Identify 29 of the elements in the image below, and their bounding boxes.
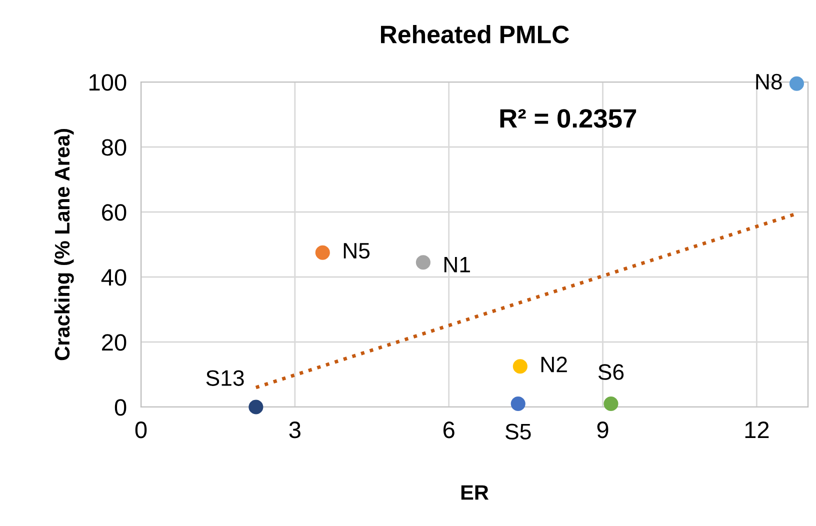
y-tick-label: 100 bbox=[90, 74, 126, 91]
y-tick-label: 40 bbox=[101, 269, 126, 286]
annotation: R² = 0.2357 bbox=[500, 109, 636, 128]
y-axis-title: Cracking (% Lane Area) bbox=[54, 128, 74, 360]
x-tick-label: 6 bbox=[443, 422, 454, 438]
point bbox=[248, 400, 264, 414]
x-tick-label: 0 bbox=[135, 422, 147, 438]
x-tick-label: 3 bbox=[289, 422, 300, 438]
series-label: N2 bbox=[541, 356, 567, 372]
point bbox=[604, 396, 618, 412]
series-label: S6 bbox=[598, 364, 624, 380]
y-tick-label: 60 bbox=[102, 204, 126, 221]
point bbox=[789, 76, 804, 91]
y-tick-label: 80 bbox=[102, 139, 126, 156]
y-tick-label: 20 bbox=[102, 334, 126, 351]
series-label: S13 bbox=[206, 370, 244, 386]
series-label: N8 bbox=[756, 74, 782, 90]
point bbox=[510, 396, 526, 412]
point bbox=[315, 245, 330, 260]
chart-title: Reheated PMLC bbox=[381, 24, 569, 44]
point bbox=[416, 255, 430, 270]
series-label: N5 bbox=[344, 243, 370, 259]
x-tick-label: 12 bbox=[745, 422, 769, 438]
x-axis-title: ER bbox=[461, 485, 489, 500]
series-label: N1 bbox=[444, 257, 470, 272]
x-tick-label: 9 bbox=[597, 422, 608, 438]
series-label: S5 bbox=[506, 424, 531, 440]
y-tick-label: 0 bbox=[114, 399, 126, 416]
point bbox=[512, 359, 528, 374]
